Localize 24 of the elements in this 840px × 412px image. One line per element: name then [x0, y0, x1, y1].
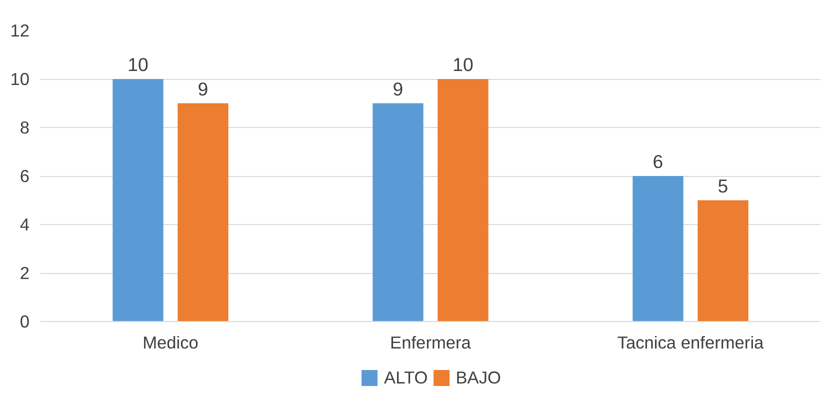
legend-label: BAJO — [456, 367, 501, 388]
data-label: 9 — [392, 78, 404, 100]
data-label: 10 — [452, 54, 474, 75]
bar — [632, 176, 684, 322]
bar — [438, 79, 488, 322]
y-tick-label: 8 — [20, 118, 30, 138]
y-tick-label: 12 — [10, 20, 30, 40]
data-label: 10 — [128, 54, 148, 75]
legend-label: ALTO — [384, 367, 428, 388]
x-tick-label: Enfermera — [390, 332, 472, 352]
bar — [372, 103, 424, 322]
y-tick-label: 0 — [20, 312, 30, 332]
data-label: 9 — [198, 78, 208, 100]
data-label: 6 — [652, 151, 664, 172]
bar — [698, 200, 748, 322]
bar — [112, 79, 164, 322]
y-tick-label: 10 — [10, 69, 30, 89]
data-label: 5 — [718, 175, 728, 196]
y-tick-label: 6 — [20, 166, 30, 186]
x-tick-label: Tacnica enfermeria — [617, 332, 764, 352]
y-tick-label: 4 — [20, 214, 30, 234]
x-tick-label: Medico — [142, 332, 198, 352]
y-tick-label: 2 — [20, 263, 30, 283]
bar — [178, 103, 228, 322]
